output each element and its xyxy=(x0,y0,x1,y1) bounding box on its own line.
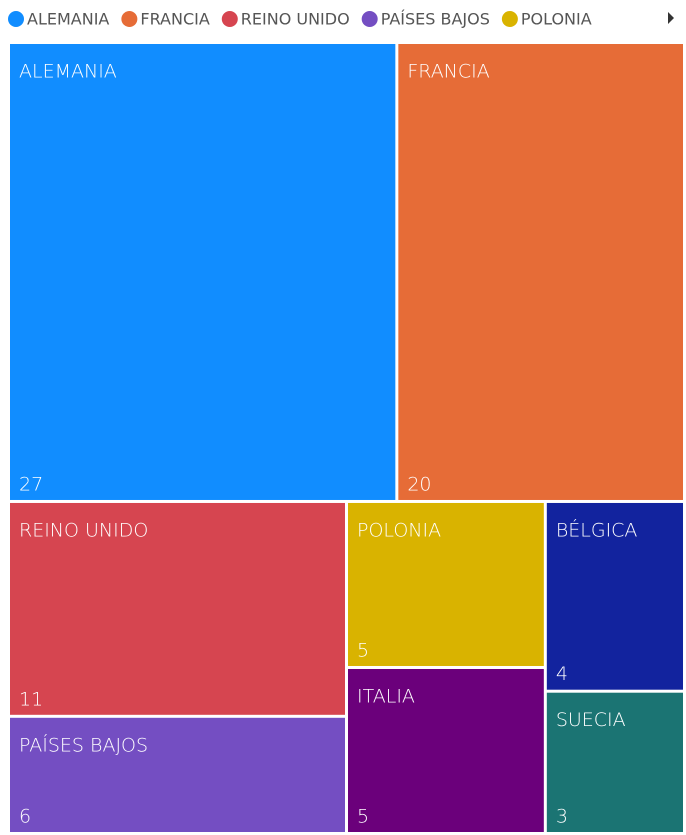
legend-label[interactable]: FRANCIA xyxy=(140,10,209,29)
tile[interactable] xyxy=(398,44,683,500)
tile[interactable] xyxy=(348,668,544,832)
tile-value: 20 xyxy=(407,473,431,495)
tile-value: 5 xyxy=(357,806,369,828)
tile-value: 6 xyxy=(19,806,31,828)
legend-label[interactable]: PAÍSES BAJOS xyxy=(381,10,490,29)
tile-label: ALEMANIA xyxy=(19,61,117,83)
tile[interactable] xyxy=(546,502,683,690)
tile-label: SUECIA xyxy=(556,709,626,731)
tile-value: 4 xyxy=(556,663,568,685)
tile-value: 5 xyxy=(357,639,369,661)
legend-label[interactable]: POLONIA xyxy=(521,10,592,29)
tile[interactable] xyxy=(10,502,345,715)
legend-label[interactable]: REINO UNIDO xyxy=(241,10,350,29)
legend-marker[interactable] xyxy=(8,11,24,27)
tile-label: ITALIA xyxy=(357,685,415,707)
tile[interactable] xyxy=(10,44,396,500)
tile-label: REINO UNIDO xyxy=(19,519,148,541)
tile-value: 3 xyxy=(556,806,568,828)
tile-label: PAÍSES BAJOS xyxy=(19,733,148,756)
tile-label: BÉLGICA xyxy=(556,518,638,541)
tile[interactable] xyxy=(10,717,345,832)
tile[interactable] xyxy=(546,692,683,832)
tile-value: 27 xyxy=(19,473,43,495)
legend-marker[interactable] xyxy=(121,11,138,27)
tile-value: 11 xyxy=(19,688,43,710)
tile-label: FRANCIA xyxy=(407,61,489,83)
legend-label[interactable]: ALEMANIA xyxy=(27,10,109,29)
tile[interactable] xyxy=(348,502,544,666)
legend-marker[interactable] xyxy=(501,11,518,27)
tile-label: POLONIA xyxy=(357,519,441,541)
legend-scroll-arrow[interactable] xyxy=(668,12,674,24)
legend-marker[interactable] xyxy=(221,11,238,27)
legend-marker[interactable] xyxy=(361,11,378,27)
